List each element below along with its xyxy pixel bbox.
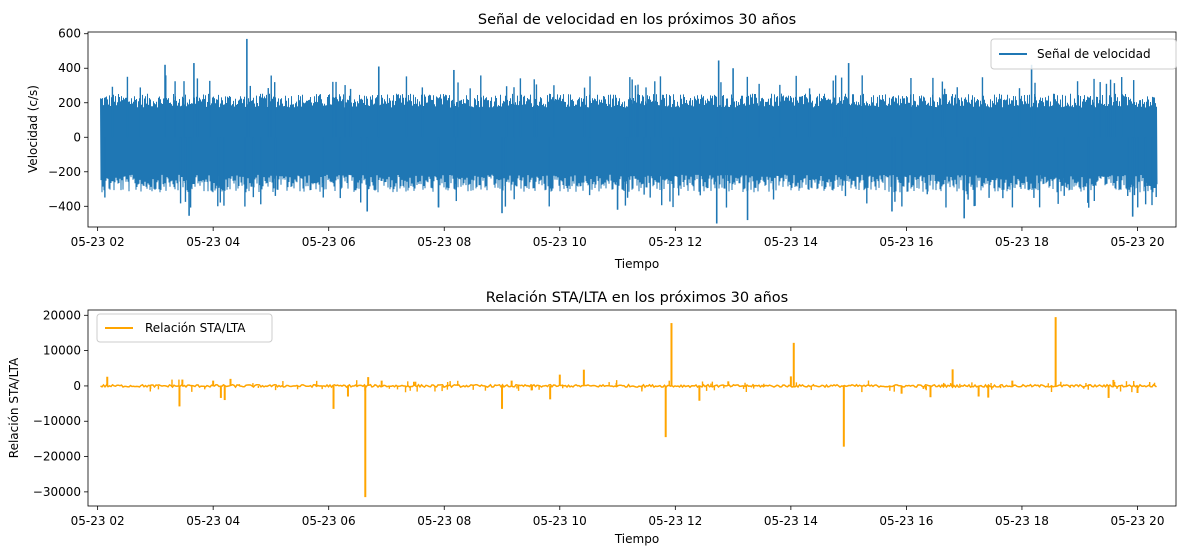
velocity-x-axis-label: Tiempo: [614, 257, 659, 271]
velocity-series-line: [100, 93, 1158, 193]
sta-lta-plot-area: [100, 317, 1157, 498]
velocity-x-tick-label: 05-23 06: [302, 235, 356, 249]
sta-lta-x-tick-label: 05-23 04: [186, 514, 240, 528]
sta-lta-y-tick-label: 0: [73, 379, 81, 393]
sta-lta-series-line: [100, 383, 1157, 389]
sta-lta-panel: Relación STA/LTA en los próximos 30 años…: [7, 290, 1177, 546]
velocity-panel: Señal de velocidad en los próximos 30 añ…: [26, 12, 1177, 271]
sta-lta-y-tick-label: −20000: [33, 450, 81, 464]
sta-lta-legend-label: Relación STA/LTA: [145, 321, 246, 335]
sta-lta-x-tick-label: 05-23 10: [533, 514, 587, 528]
sta-lta-axes-frame: [87, 309, 1177, 507]
sta-lta-legend: Relación STA/LTA: [96, 313, 273, 343]
velocity-x-tick-label: 05-23 14: [764, 235, 818, 249]
velocity-y-tick-label: −200: [48, 165, 81, 179]
velocity-axes-frame: [87, 31, 1177, 228]
velocity-legend: Señal de velocidad: [990, 38, 1177, 70]
velocity-x-tick-label: 05-23 18: [995, 235, 1049, 249]
velocity-x-axis: 05-23 02 05-23 04 05-23 06 05-23 08 05-23 10…: [71, 227, 1165, 249]
sta-lta-x-axis: 05-23 02 05-23 04 05-23 06 05-23 08 05-23 10…: [71, 506, 1165, 528]
sta-lta-y-tick-label: 20000: [43, 308, 81, 322]
velocity-y-tick-label: 600: [58, 27, 81, 41]
velocity-x-tick-label: 05-23 04: [186, 235, 240, 249]
sta-lta-y-axis-label: Relación STA/LTA: [7, 357, 21, 458]
sta-lta-y-tick-label: 10000: [43, 344, 81, 358]
velocity-chart-title: Señal de velocidad en los próximos 30 añ…: [478, 12, 796, 28]
velocity-x-tick-label: 05-23 20: [1111, 235, 1165, 249]
sta-lta-x-axis-label: Tiempo: [614, 532, 659, 546]
sta-lta-chart-title: Relación STA/LTA en los próximos 30 años: [486, 290, 788, 306]
velocity-y-tick-label: 0: [73, 130, 81, 144]
sta-lta-x-tick-label: 05-23 08: [417, 514, 471, 528]
sta-lta-x-tick-label: 05-23 12: [648, 514, 702, 528]
velocity-y-tick-label: −400: [48, 199, 81, 213]
velocity-x-tick-label: 05-23 10: [533, 235, 587, 249]
sta-lta-x-tick-label: 05-23 20: [1111, 514, 1165, 528]
velocity-y-tick-label: 400: [58, 61, 81, 75]
velocity-y-axis-label: Velocidad (c/s): [26, 85, 40, 173]
velocity-x-tick-label: 05-23 02: [71, 235, 125, 249]
velocity-x-tick-label: 05-23 12: [648, 235, 702, 249]
sta-lta-x-tick-label: 05-23 14: [764, 514, 818, 528]
velocity-legend-box: [990, 38, 1177, 70]
velocity-plot-area: [100, 38, 1158, 224]
velocity-legend-label: Señal de velocidad: [1037, 47, 1151, 61]
sta-lta-x-tick-label: 05-23 16: [879, 514, 933, 528]
sta-lta-y-tick-label: −30000: [33, 485, 81, 499]
velocity-y-tick-label: 200: [58, 96, 81, 110]
sta-lta-y-tick-label: −10000: [33, 414, 81, 428]
velocity-x-tick-label: 05-23 08: [417, 235, 471, 249]
sta-lta-y-axis: 20000 10000 0 −10000 −20000 −30000: [33, 308, 88, 499]
sta-lta-x-tick-label: 05-23 02: [71, 514, 125, 528]
sta-lta-legend-box: [96, 313, 273, 343]
velocity-y-axis: 600 400 200 0 −200 −400: [48, 27, 88, 213]
velocity-x-tick-label: 05-23 16: [879, 235, 933, 249]
sta-lta-x-tick-label: 05-23 06: [302, 514, 356, 528]
sta-lta-x-tick-label: 05-23 18: [995, 514, 1049, 528]
